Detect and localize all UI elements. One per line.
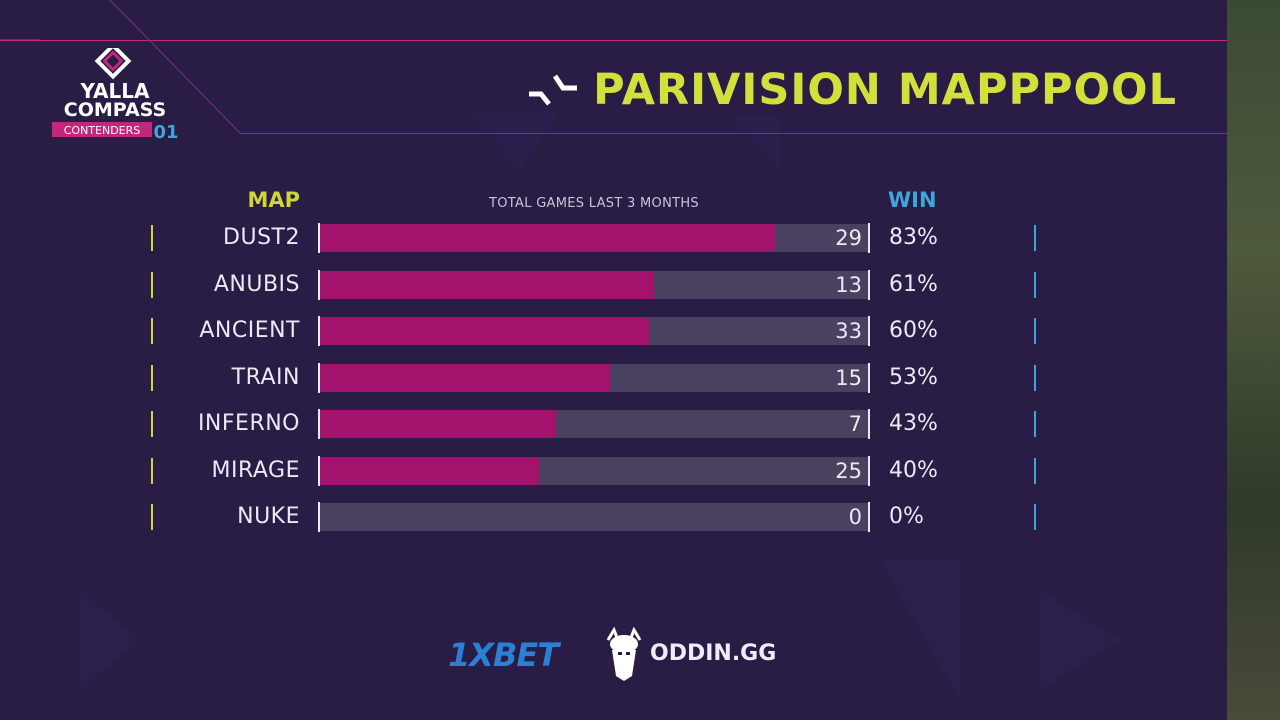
row-marker-right xyxy=(1034,318,1036,344)
camera-feed-strip xyxy=(1227,0,1280,720)
viking-head-icon xyxy=(606,626,642,681)
games-count: 29 xyxy=(835,226,862,250)
map-name: INFERNO xyxy=(197,411,300,436)
row-marker-right xyxy=(1034,457,1036,484)
games-count: 25 xyxy=(835,458,862,483)
row-marker-left xyxy=(151,364,153,391)
row-marker-left xyxy=(151,318,153,344)
bar-end-line xyxy=(868,362,870,393)
row-marker-left xyxy=(151,411,153,437)
bar-start-line xyxy=(318,455,320,486)
bar-end-line xyxy=(868,269,870,300)
win-rate-label: 53% xyxy=(889,364,938,390)
map-name: ANCIENT xyxy=(199,318,300,343)
row-marker-right xyxy=(1034,271,1036,298)
map-row: MIRAGE 25 40% xyxy=(0,455,1227,486)
win-rate-label: 43% xyxy=(889,411,938,436)
bar-end-line xyxy=(868,316,870,346)
header-divider-line xyxy=(240,133,1227,134)
bar-end-line xyxy=(868,223,870,253)
svg-text:COMPASS: COMPASS xyxy=(64,99,166,121)
row-marker-left xyxy=(151,225,153,251)
map-row: ANUBIS 13 61% xyxy=(0,269,1227,300)
map-name: NUKE xyxy=(237,504,300,529)
sponsor-1xbet-logo: 1XBET xyxy=(448,636,559,674)
win-rate-bar xyxy=(320,270,654,299)
bar-start-line xyxy=(318,223,320,253)
win-rate-bar xyxy=(320,410,556,438)
map-name: TRAIN xyxy=(231,364,300,390)
map-name: ANUBIS xyxy=(213,271,300,297)
map-row: DUST2 29 83% xyxy=(0,223,1227,253)
win-rate-label: 40% xyxy=(889,457,938,483)
bar-track: 25 xyxy=(320,456,868,485)
win-rate-label: 61% xyxy=(889,271,938,297)
page-title: PARIVISION MAPPPOOL xyxy=(593,65,1177,115)
win-rate-label: 83% xyxy=(889,225,938,250)
bar-start-line xyxy=(318,362,320,393)
games-count: 33 xyxy=(835,319,862,343)
map-row: INFERNO 7 43% xyxy=(0,409,1227,439)
bar-start-line xyxy=(318,316,320,346)
bar-track: 33 xyxy=(320,317,868,345)
svg-text:01: 01 xyxy=(153,122,178,143)
win-rate-label: 60% xyxy=(889,318,938,343)
svg-text:YALLA: YALLA xyxy=(79,79,150,103)
bar-track: 15 xyxy=(320,363,868,392)
column-header-map: MAP xyxy=(247,188,300,212)
column-header-win: WIN xyxy=(888,188,937,212)
bar-track: 13 xyxy=(320,270,868,299)
bar-start-line xyxy=(318,409,320,439)
win-rate-label: 0% xyxy=(889,504,924,529)
row-marker-left xyxy=(151,271,153,298)
map-row: TRAIN 15 53% xyxy=(0,362,1227,393)
graphic-panel: YALLA COMPASS CONTENDERS 01 PARIVISION M… xyxy=(0,0,1227,720)
win-rate-bar xyxy=(320,456,539,485)
games-count: 7 xyxy=(848,412,862,436)
bar-end-line xyxy=(868,455,870,486)
sponsor-oddin-logo: ODDIN.GG xyxy=(650,641,777,666)
svg-text:CONTENDERS: CONTENDERS xyxy=(64,124,141,137)
map-row: ANCIENT 33 60% xyxy=(0,316,1227,346)
top-divider-line xyxy=(0,40,1227,41)
games-count: 15 xyxy=(835,365,862,390)
win-rate-bar xyxy=(320,317,649,345)
bar-end-line xyxy=(868,502,870,532)
row-marker-left xyxy=(151,504,153,530)
row-marker-left xyxy=(151,457,153,484)
row-marker-right xyxy=(1034,364,1036,391)
bar-start-line xyxy=(318,269,320,300)
yalla-compass-logo: YALLA COMPASS CONTENDERS 01 xyxy=(52,48,179,143)
map-name: DUST2 xyxy=(223,225,300,250)
win-rate-bar xyxy=(320,363,610,392)
games-count: 13 xyxy=(835,272,862,297)
row-marker-right xyxy=(1034,504,1036,530)
bar-start-line xyxy=(318,502,320,532)
row-marker-right xyxy=(1034,225,1036,251)
parivision-logo-icon xyxy=(529,74,578,106)
row-marker-right xyxy=(1034,411,1036,437)
map-name: MIRAGE xyxy=(211,457,300,483)
bar-track: 7 xyxy=(320,410,868,438)
map-row: NUKE 0 0% xyxy=(0,502,1227,532)
games-count: 0 xyxy=(848,505,862,529)
title-block: PARIVISION MAPPPOOL xyxy=(527,62,1177,118)
bar-track: 29 xyxy=(320,224,868,252)
win-rate-bar xyxy=(320,224,775,252)
bar-end-line xyxy=(868,409,870,439)
bar-track: 0 xyxy=(320,503,868,531)
column-header-total-games: TOTAL GAMES LAST 3 MONTHS xyxy=(489,196,699,211)
corner-diagonal-lines xyxy=(0,0,241,134)
background-decoration xyxy=(0,0,1227,720)
